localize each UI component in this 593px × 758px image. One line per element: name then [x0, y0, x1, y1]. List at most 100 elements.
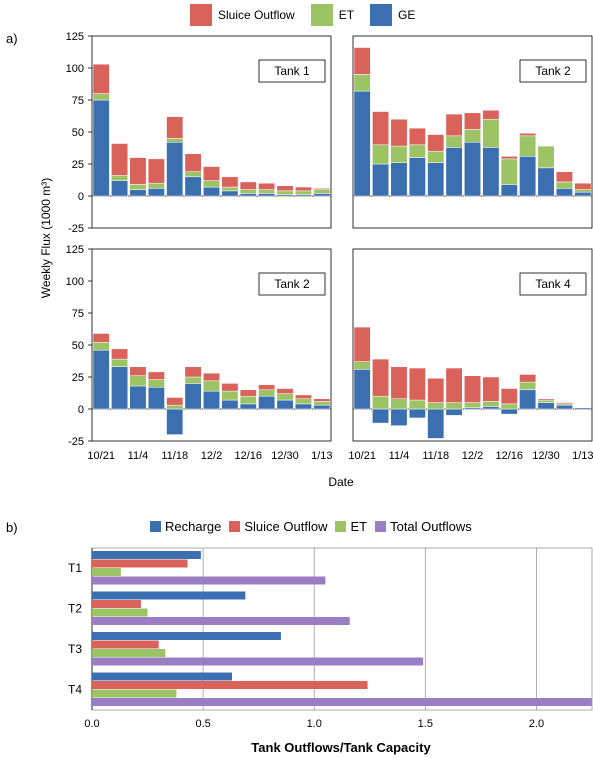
x-tick-label: 12/16: [496, 450, 524, 462]
bar-total-outflows: [92, 698, 592, 706]
bar-sluice: [221, 176, 239, 188]
bar-recharge: [92, 672, 232, 681]
bar-sluice: [294, 186, 312, 192]
bar-ge: [184, 383, 202, 410]
bar-sluice: [445, 113, 463, 137]
panel-title: Tank 2: [274, 277, 310, 291]
bar-et: [92, 608, 148, 617]
x-tick-label: 12/30: [271, 450, 299, 462]
bar-sluice: [445, 367, 463, 403]
panel-label-a: a): [6, 31, 18, 46]
bar-sluice: [390, 118, 408, 147]
bar-ge: [353, 90, 371, 197]
bar-et: [92, 342, 110, 351]
legend-label-sluice-b: Sluice Outflow: [244, 519, 328, 534]
bar-sluice: [555, 171, 573, 183]
panel-title-box: [519, 272, 587, 296]
bar-recharge: [92, 591, 246, 600]
bar-total-outflows: [92, 617, 350, 625]
bar-et: [92, 689, 177, 698]
bar-et: [408, 399, 426, 410]
x-tick-label: 11/18: [161, 450, 188, 462]
legend-item-et-b: ET: [335, 519, 367, 534]
bar-sluice: [464, 112, 481, 130]
bar-sluice: [166, 116, 184, 139]
y-tick-label: 50: [72, 340, 84, 352]
bar-ge: [555, 404, 573, 410]
y-tick-label: 25: [72, 372, 84, 384]
bar-recharge: [92, 632, 281, 640]
bar-ge: [294, 403, 312, 410]
bar-et: [537, 399, 555, 403]
bar-sluice: [166, 397, 184, 406]
y-tick-label: 75: [72, 308, 84, 320]
x-tick-label: 10/21: [348, 450, 376, 462]
bar-et: [166, 138, 184, 143]
category-label: T3: [68, 642, 82, 656]
y-tick-label: 75: [72, 95, 84, 107]
bar-et: [519, 135, 537, 157]
panel-title-box: [519, 59, 587, 83]
bar-recharge: [92, 551, 201, 559]
bar-sluice: [574, 182, 592, 190]
bar-et: [294, 190, 312, 195]
x-tick-label: 11/18: [422, 450, 449, 462]
bar-sluice: [92, 63, 110, 94]
y-tick-label: 50: [72, 127, 84, 139]
legend-b: Recharge Sluice Outflow ET Total Outflow…: [150, 519, 480, 534]
bar-ge: [221, 190, 239, 197]
bar-sluice: [372, 111, 390, 146]
legend-item-sluice: Sluice Outflow: [190, 4, 295, 26]
bar-sluice: [294, 394, 312, 400]
bar-et: [537, 145, 555, 169]
bar-et: [464, 129, 481, 143]
bar-ge: [537, 402, 555, 410]
bar-et: [276, 190, 294, 195]
bar-ge: [519, 389, 537, 410]
legend-swatch-et: [310, 4, 333, 26]
x-tick-label: 0.5: [195, 718, 210, 730]
category-label: T4: [68, 683, 82, 697]
bar-sluice: [184, 153, 202, 172]
bar-ge: [372, 163, 390, 197]
bar-et: [129, 184, 147, 190]
bar-ge: [537, 167, 555, 197]
legend-item-sluice-b: Sluice Outflow: [229, 519, 327, 534]
bar-sluice: [111, 143, 129, 176]
x-axis-label-b: Tank Outflows/Tank Capacity: [251, 740, 431, 755]
x-tick-label: 12/30: [532, 450, 560, 462]
bar-sluice: [147, 371, 165, 380]
bar-ge: [482, 147, 500, 197]
bar-et: [500, 158, 518, 185]
legend-a: Sluice Outflow ET GE: [190, 4, 431, 26]
bar-et: [111, 175, 129, 181]
x-tick-label: 1.5: [418, 718, 433, 730]
bar-sluice: [239, 181, 257, 190]
bar-ge: [203, 390, 220, 410]
bar-sluice: [313, 398, 331, 402]
bar-ge: [166, 408, 184, 435]
y-tick-label: 100: [66, 276, 84, 288]
bar-ge: [500, 408, 518, 415]
bar-sluice: [482, 109, 500, 120]
panel-title: Tank 2: [535, 64, 571, 78]
bar-sluice: [519, 133, 537, 137]
bar-ge: [147, 386, 165, 410]
bar-ge: [519, 156, 537, 197]
bar-et: [313, 401, 331, 406]
bar-et: [500, 403, 518, 410]
y-tick-label: 125: [66, 31, 84, 43]
bar-ge: [92, 99, 110, 197]
bar-sluice: [408, 367, 426, 401]
bar-et: [184, 171, 202, 178]
legend-item-total: Total Outflows: [375, 519, 472, 534]
bar-sluice: [203, 166, 220, 181]
legend-label-et: ET: [338, 8, 355, 22]
bar-sluice: [500, 388, 518, 405]
bar-sluice: [111, 348, 129, 360]
bar-et: [221, 390, 239, 401]
bar-sluice-outflow: [92, 681, 368, 689]
bar-et: [482, 118, 500, 148]
bar-sluice-outflow: [92, 559, 188, 568]
